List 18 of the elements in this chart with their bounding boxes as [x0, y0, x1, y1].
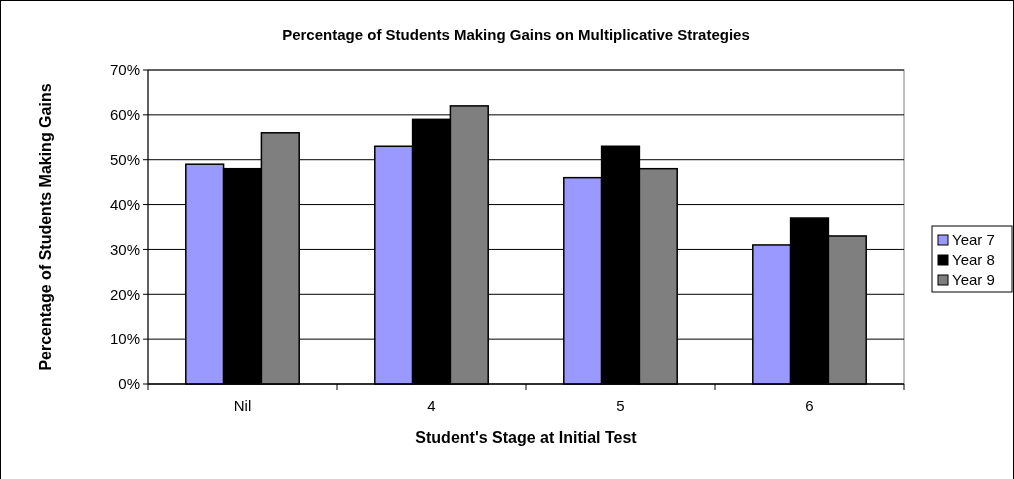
y-tick-label: 70%	[109, 61, 140, 79]
x-tick-label: 6	[805, 397, 814, 414]
y-tick-label: 20%	[109, 285, 140, 303]
x-tick-label: 4	[427, 397, 436, 414]
legend-label: Year 8	[952, 251, 995, 269]
y-axis-title: Percentage of Students Making Gains	[35, 83, 55, 371]
y-tick-label: 30%	[109, 240, 140, 258]
y-tick-label: 50%	[109, 150, 140, 168]
y-tick-label: 0%	[118, 375, 140, 393]
legend-label: Year 7	[952, 231, 995, 249]
x-tick-label: 5	[616, 397, 625, 414]
legend-label: Year 9	[952, 271, 995, 289]
y-tick-label: 40%	[109, 195, 140, 213]
y-tick-label: 60%	[109, 106, 140, 124]
x-axis-title: Student's Stage at Initial Test	[415, 429, 638, 446]
chart-title: Percentage of Students Making Gains on Multiplicative Strategies	[282, 26, 750, 43]
y-tick-label: 10%	[109, 330, 140, 348]
x-tick-label: Nil	[233, 397, 252, 414]
